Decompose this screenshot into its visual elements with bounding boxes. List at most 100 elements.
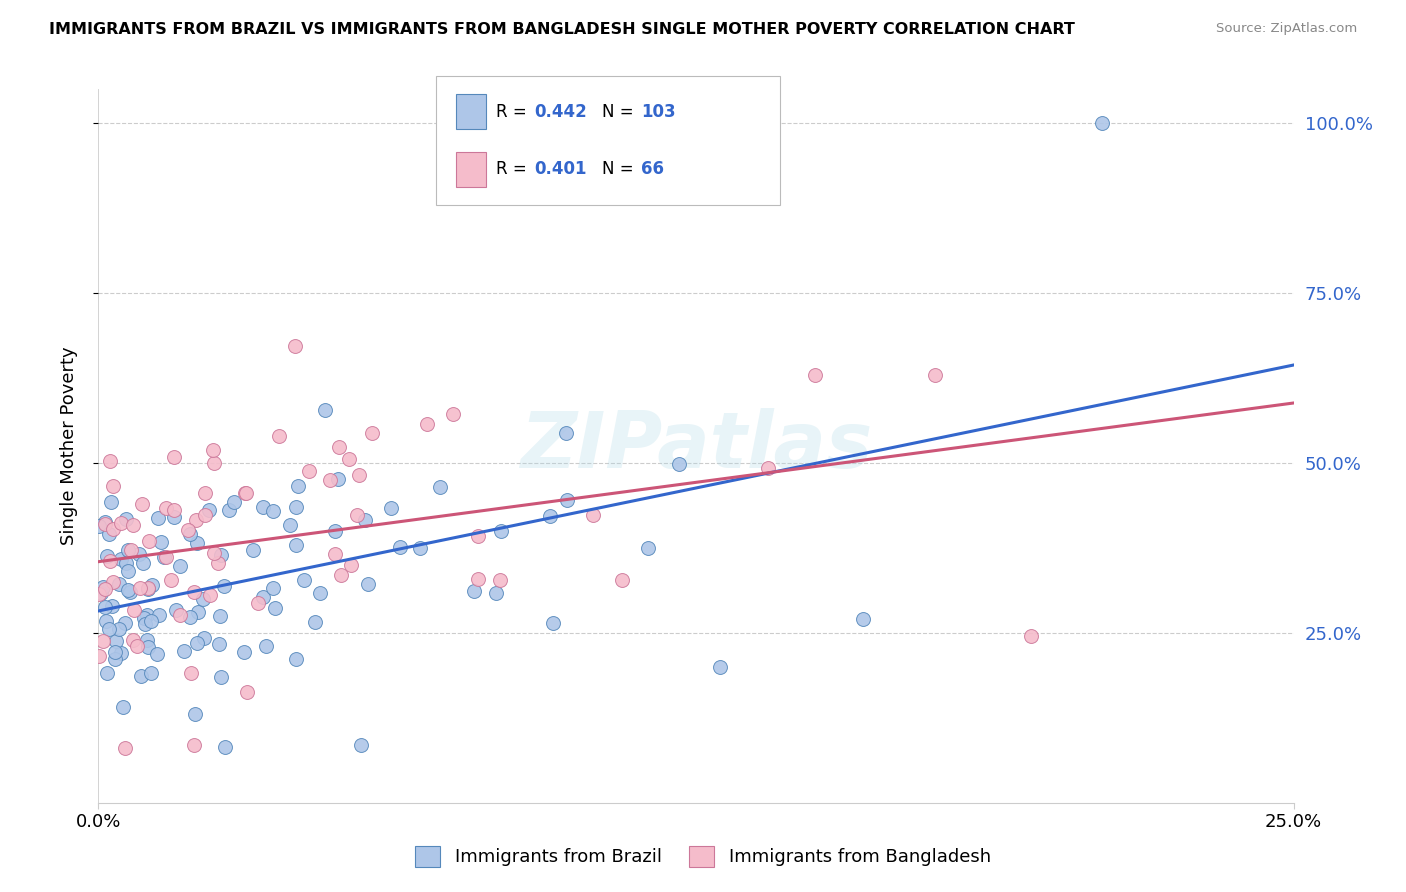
Point	[94, 515, 117, 529]
Point	[356, 576, 378, 591]
Point	[146, 647, 169, 661]
Point	[129, 669, 152, 683]
Point	[292, 573, 315, 587]
Point	[114, 615, 136, 630]
Text: N =: N =	[602, 103, 638, 120]
Point	[107, 577, 129, 591]
Point	[114, 556, 136, 570]
Point	[353, 513, 375, 527]
Point	[284, 339, 307, 353]
Point	[212, 579, 235, 593]
Point	[224, 495, 246, 509]
Point	[90, 586, 112, 600]
Point	[120, 585, 142, 599]
Point	[337, 451, 360, 466]
Point	[134, 611, 156, 625]
Point	[236, 684, 259, 698]
Point	[107, 622, 129, 636]
Point	[232, 644, 254, 658]
Point	[173, 644, 195, 658]
Point	[610, 574, 633, 588]
Point	[252, 591, 274, 605]
Point	[117, 543, 139, 558]
Point	[538, 509, 561, 524]
Point	[136, 633, 159, 648]
Point	[134, 617, 156, 632]
Point	[91, 633, 114, 648]
Point	[467, 572, 489, 586]
Point	[98, 454, 121, 468]
Point	[284, 538, 307, 552]
Point	[214, 740, 236, 755]
Point	[136, 581, 159, 595]
Point	[101, 574, 124, 589]
Point	[284, 652, 307, 666]
Point	[110, 646, 132, 660]
Point	[179, 527, 201, 541]
Point	[138, 640, 160, 654]
Point	[267, 429, 290, 443]
Text: ZIPatlas: ZIPatlas	[520, 408, 872, 484]
Point	[180, 666, 202, 681]
Point	[94, 517, 117, 532]
Point	[129, 581, 152, 595]
Point	[852, 612, 875, 626]
Point	[186, 536, 208, 550]
Point	[263, 504, 285, 518]
Text: N =: N =	[602, 161, 638, 178]
Point	[202, 546, 225, 560]
Point	[97, 622, 120, 636]
Point	[287, 478, 309, 492]
Point	[93, 600, 115, 615]
Point	[148, 608, 170, 623]
Point	[318, 474, 340, 488]
Point	[183, 738, 205, 752]
Point	[541, 615, 564, 630]
Point	[429, 480, 451, 494]
Point	[191, 591, 214, 606]
Point	[467, 529, 489, 543]
Point	[136, 582, 159, 596]
Point	[804, 368, 827, 382]
Point	[360, 425, 382, 440]
Text: IMMIGRANTS FROM BRAZIL VS IMMIGRANTS FROM BANGLADESH SINGLE MOTHER POVERTY CORRE: IMMIGRANTS FROM BRAZIL VS IMMIGRANTS FRO…	[49, 22, 1076, 37]
Text: 0.401: 0.401	[534, 161, 586, 178]
Point	[218, 502, 240, 516]
Point	[121, 632, 143, 647]
Point	[169, 607, 191, 622]
Point	[555, 426, 578, 441]
Point	[131, 556, 153, 570]
Point	[146, 511, 169, 525]
Point	[557, 492, 579, 507]
Point	[163, 450, 186, 465]
Point	[207, 637, 229, 651]
Point	[247, 596, 270, 610]
Point	[709, 660, 731, 674]
Point	[89, 587, 111, 601]
Point	[347, 467, 370, 482]
Point	[304, 615, 326, 629]
Point	[117, 583, 139, 598]
Point	[233, 486, 256, 500]
Point	[104, 652, 127, 666]
Point	[200, 588, 222, 602]
Point	[489, 574, 512, 588]
Point	[263, 601, 285, 615]
Point	[97, 527, 120, 541]
Point	[186, 636, 208, 650]
Point	[485, 586, 508, 600]
Point	[298, 464, 321, 478]
Point	[150, 534, 173, 549]
Point	[441, 407, 464, 421]
Point	[163, 509, 186, 524]
Point	[184, 707, 207, 722]
Point	[328, 440, 350, 454]
Point	[89, 518, 111, 533]
Point	[136, 608, 159, 623]
Point	[207, 556, 229, 570]
Point	[194, 486, 217, 500]
Point	[491, 524, 513, 538]
Point	[285, 500, 308, 515]
Point	[153, 549, 176, 564]
Point	[91, 581, 114, 595]
